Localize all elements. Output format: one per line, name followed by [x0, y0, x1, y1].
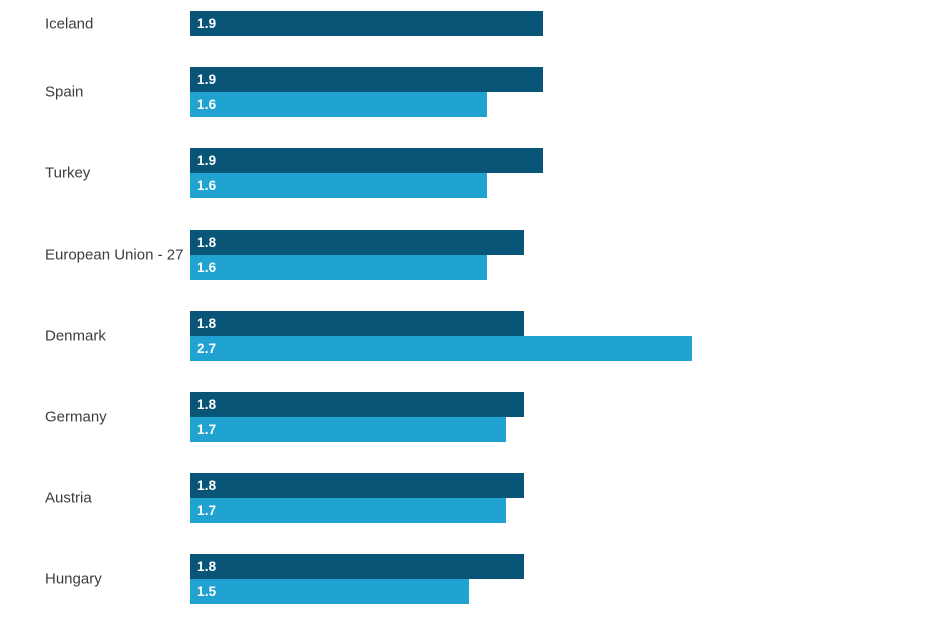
bar-germany-dark[interactable]: 1.8 [190, 392, 524, 417]
bar-value-label: 1.8 [197, 397, 217, 412]
bars-germany: 1.8 1.7 [190, 392, 524, 442]
bar-denmark-light[interactable]: 2.7 [190, 336, 692, 361]
bar-turkey-dark[interactable]: 1.9 [190, 148, 543, 173]
bars-turkey: 1.9 1.6 [190, 148, 543, 198]
chart-row-european-union-27: European Union - 27 1.8 1.6 [0, 230, 933, 280]
bar-value-label: 1.5 [197, 584, 217, 599]
bar-value-label: 1.9 [197, 16, 217, 31]
bar-hungary-dark[interactable]: 1.8 [190, 554, 524, 579]
chart-row-denmark: Denmark 1.8 2.7 [0, 311, 933, 361]
bars-denmark: 1.8 2.7 [190, 311, 692, 361]
bar-value-label: 1.6 [197, 260, 217, 275]
chart-row-iceland: Iceland 1.9 [0, 11, 933, 36]
category-label-germany: Germany [45, 408, 107, 426]
bar-value-label: 2.7 [197, 341, 217, 356]
bar-denmark-dark[interactable]: 1.8 [190, 311, 524, 336]
bar-value-label: 1.8 [197, 316, 217, 331]
bar-value-label: 1.9 [197, 153, 217, 168]
bars-european-union-27: 1.8 1.6 [190, 230, 524, 280]
bar-spain-dark[interactable]: 1.9 [190, 67, 543, 92]
bars-austria: 1.8 1.7 [190, 473, 524, 523]
category-label-hungary: Hungary [45, 570, 102, 588]
category-label-spain: Spain [45, 83, 84, 101]
bars-hungary: 1.8 1.5 [190, 554, 524, 604]
chart-row-hungary: Hungary 1.8 1.5 [0, 554, 933, 604]
bars-iceland: 1.9 [190, 11, 543, 36]
bars-spain: 1.9 1.6 [190, 67, 543, 117]
bar-iceland-dark[interactable]: 1.9 [190, 11, 543, 36]
bar-value-label: 1.8 [197, 235, 217, 250]
bar-germany-light[interactable]: 1.7 [190, 417, 506, 442]
bar-value-label: 1.7 [197, 422, 217, 437]
bar-european-union-27-dark[interactable]: 1.8 [190, 230, 524, 255]
category-label-turkey: Turkey [45, 164, 91, 182]
bar-value-label: 1.8 [197, 478, 217, 493]
bar-hungary-light[interactable]: 1.5 [190, 579, 469, 604]
bar-turkey-light[interactable]: 1.6 [190, 173, 487, 198]
bar-european-union-27-light[interactable]: 1.6 [190, 255, 487, 280]
category-label-denmark: Denmark [45, 327, 106, 345]
chart-row-turkey: Turkey 1.9 1.6 [0, 148, 933, 198]
category-label-european-union-27: European Union - 27 [45, 246, 184, 264]
chart-row-germany: Germany 1.8 1.7 [0, 392, 933, 442]
bar-austria-light[interactable]: 1.7 [190, 498, 506, 523]
category-label-iceland: Iceland [45, 15, 94, 32]
bar-value-label: 1.7 [197, 503, 217, 518]
bar-value-label: 1.6 [197, 178, 217, 193]
bar-spain-light[interactable]: 1.6 [190, 92, 487, 117]
chart-row-austria: Austria 1.8 1.7 [0, 473, 933, 523]
bar-value-label: 1.9 [197, 72, 217, 87]
category-label-austria: Austria [45, 489, 92, 507]
bar-value-label: 1.8 [197, 559, 217, 574]
bar-austria-dark[interactable]: 1.8 [190, 473, 524, 498]
chart-row-spain: Spain 1.9 1.6 [0, 67, 933, 117]
bar-value-label: 1.6 [197, 97, 217, 112]
